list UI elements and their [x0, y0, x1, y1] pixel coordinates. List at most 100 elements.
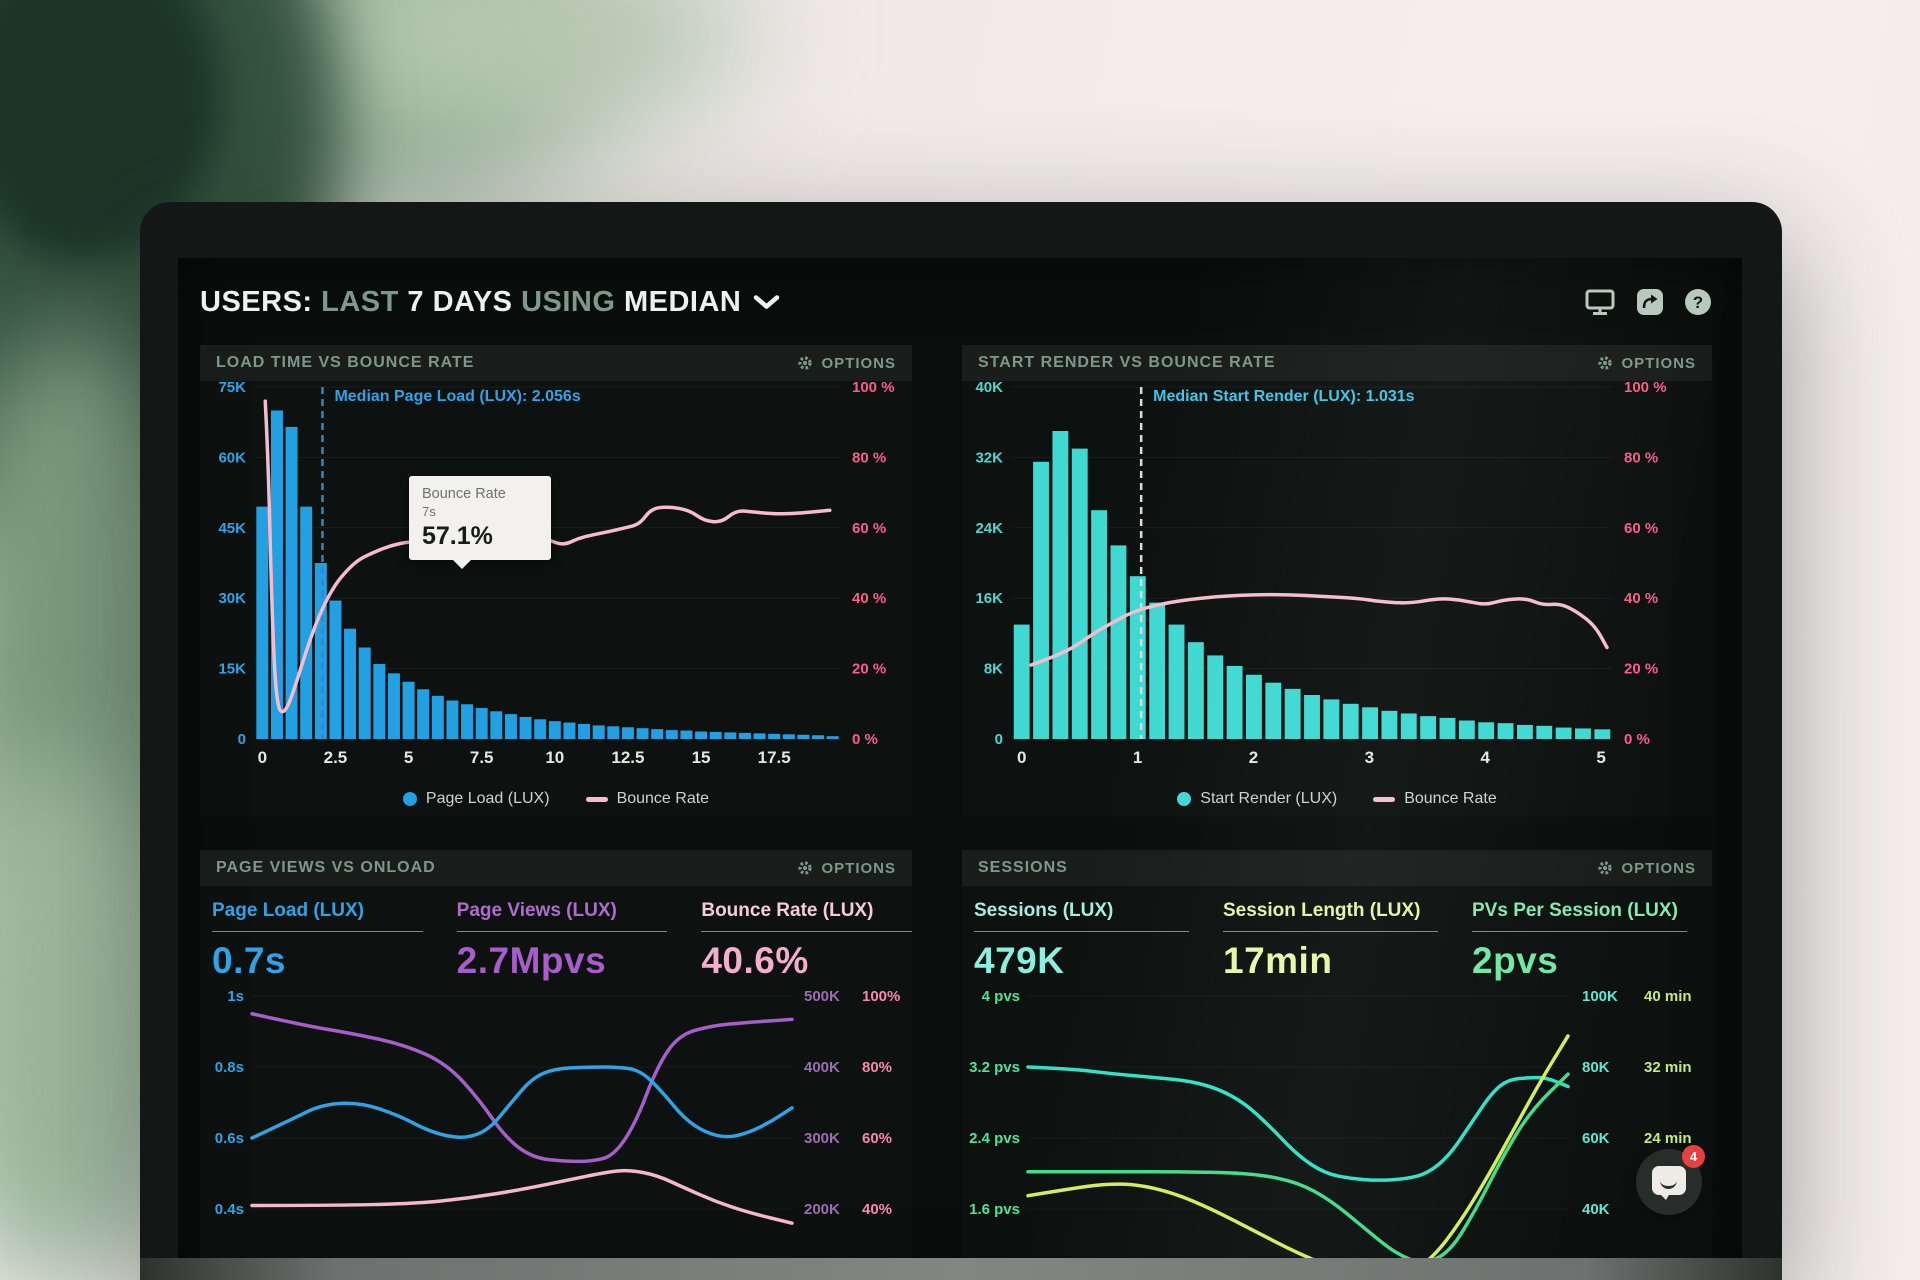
options-button[interactable]: OPTIONS — [797, 860, 896, 877]
laptop-base — [140, 1258, 1782, 1280]
legend-item[interactable]: Start Render (LUX) — [1177, 790, 1337, 808]
svg-text:1: 1 — [1133, 748, 1142, 767]
gridlines — [252, 995, 792, 1210]
svg-text:0: 0 — [238, 731, 246, 748]
svg-text:0 %: 0 % — [852, 731, 878, 748]
svg-text:20 %: 20 % — [1624, 661, 1658, 678]
metric: Session Length (LUX) 17min — [1223, 900, 1438, 982]
metric-value: 2.7Mpvs — [456, 940, 607, 981]
tooltip-x-value: 7s — [422, 504, 436, 519]
panel-load-time-vs-bounce-rate: LOAD TIME VS BOUNCE RATE OPTIONS Median … — [200, 345, 912, 817]
metric-divider — [1223, 931, 1438, 932]
bar-series — [1013, 431, 1611, 739]
legend-label: Start Render (LUX) — [1200, 790, 1338, 807]
options-button[interactable]: OPTIONS — [797, 355, 896, 372]
sessions-chart: 4 pvs 100K 40 min 3.2 pvs 80K 32 min 2.4 pvs 60… — [969, 988, 1692, 1280]
panel-header: START RENDER VS BOUNCE RATE OPTIONS — [962, 345, 1712, 381]
svg-text:40 %: 40 % — [852, 590, 886, 607]
median-line: Median Page Load (LUX): 2.056s — [321, 387, 581, 739]
options-button[interactable]: OPTIONS — [1597, 355, 1696, 372]
legend-label: Bounce Rate — [1404, 790, 1497, 807]
svg-text:2.5: 2.5 — [324, 748, 348, 767]
line-series — [1026, 1065, 1570, 1182]
metric-divider — [456, 931, 668, 932]
svg-text:60K: 60K — [218, 449, 246, 466]
title-segment: MEDIAN — [623, 285, 742, 318]
svg-text:Median Start Render (LUX): 1.0: Median Start Render (LUX): 1.031s — [1153, 388, 1415, 405]
legend-item[interactable]: Bounce Rate — [585, 790, 710, 808]
bounce-rate-line — [1029, 592, 1609, 667]
legend-label: Bounce Rate — [616, 790, 710, 807]
svg-text:100K: 100K — [1582, 988, 1618, 1005]
svg-text:5: 5 — [404, 748, 413, 767]
svg-text:0: 0 — [1017, 748, 1026, 767]
share-icon[interactable] — [1636, 288, 1664, 316]
title-segment: 7 DAYS — [407, 285, 522, 318]
tooltip-value: 57.1% — [422, 522, 493, 550]
users-range-dropdown[interactable]: USERS: LAST 7 DAYS USING MEDIAN — [200, 286, 780, 319]
panel-title: LOAD TIME VS BOUNCE RATE — [216, 354, 475, 371]
load-time-chart: Median Page Load (LUX): 2.056s 75K 60K 45K 3… — [218, 381, 894, 767]
axis-labels: 1s 500K 100% 0.8s 400K 80% 0.6s 300K 60% 0.4s 200K… — [215, 988, 901, 1218]
metric-value: 0.7s — [212, 940, 287, 981]
svg-text:4 pvs: 4 pvs — [982, 988, 1020, 1005]
bar-series — [256, 410, 839, 739]
svg-text:32K: 32K — [975, 449, 1003, 466]
svg-text:60%: 60% — [862, 1130, 892, 1147]
svg-text:40K: 40K — [975, 381, 1003, 396]
svg-text:60K: 60K — [1582, 1130, 1610, 1147]
svg-text:60 %: 60 % — [1624, 520, 1658, 537]
plant-leaf-blur — [40, 0, 600, 210]
page-views-chart: 1s 500K 100% 0.8s 400K 80% 0.6s 300K 60% 0.4s 200K… — [215, 988, 901, 1225]
tooltip-caret — [453, 560, 471, 569]
metric-label: PVs Per Session (LUX) — [1472, 900, 1678, 921]
legend-dash-swatch — [1373, 796, 1396, 802]
svg-text:?: ? — [1693, 293, 1703, 312]
help-icon[interactable]: ? — [1684, 288, 1712, 316]
svg-text:3: 3 — [1365, 748, 1374, 767]
svg-text:30K: 30K — [218, 590, 246, 607]
legend-dot-swatch — [1177, 792, 1192, 806]
svg-text:10: 10 — [545, 748, 564, 767]
metric: Page Load (LUX) 0.7s — [212, 900, 423, 982]
panel-header: PAGE VIEWS VS ONLOAD OPTIONS — [200, 850, 912, 886]
legend-item[interactable]: Bounce Rate — [1373, 790, 1497, 808]
svg-text:40 min: 40 min — [1644, 988, 1692, 1005]
panel-header: SESSIONS OPTIONS — [962, 850, 1712, 886]
chart-legend: Start Render (LUX) Bounce Rate — [962, 781, 1712, 817]
axis-labels: 75K 60K 45K 30K 15K 0 100 % 80 % 60 % 40 % 20 % 0 %… — [218, 381, 894, 767]
svg-text:45K: 45K — [218, 520, 246, 537]
svg-text:2: 2 — [1249, 748, 1258, 767]
panel-start-render-vs-bounce-rate: START RENDER VS BOUNCE RATE OPTIONS Medi… — [962, 345, 1712, 817]
metric-divider — [1472, 931, 1687, 932]
svg-text:40 %: 40 % — [1624, 590, 1658, 607]
svg-text:15K: 15K — [218, 661, 246, 678]
metric: Page Views (LUX) 2.7Mpvs — [456, 900, 668, 982]
axis-labels: 4 pvs 100K 40 min 3.2 pvs 80K 32 min 2.4 pvs 60… — [969, 988, 1691, 1218]
line-series — [1026, 1072, 1570, 1264]
panel-header: LOAD TIME VS BOUNCE RATE OPTIONS — [200, 345, 912, 381]
options-button[interactable]: OPTIONS — [1597, 860, 1696, 877]
chat-widget-button[interactable]: 4 — [1636, 1145, 1705, 1215]
gear-icon — [798, 356, 813, 370]
svg-text:0.8s: 0.8s — [215, 1059, 244, 1076]
svg-text:0.4s: 0.4s — [215, 1201, 244, 1218]
gear-icon — [1598, 861, 1613, 875]
metric-summary-row: Sessions (LUX) 479K Session Length (LUX) 17… — [962, 886, 1712, 982]
svg-text:100 %: 100 % — [1624, 381, 1667, 396]
median-line: Median Start Render (LUX): 1.031s — [1139, 387, 1415, 739]
svg-text:15: 15 — [692, 748, 711, 767]
display-icon[interactable] — [1584, 288, 1616, 316]
chat-unread-badge: 4 — [1682, 1145, 1705, 1168]
line-series — [250, 1168, 794, 1225]
legend-item[interactable]: Page Load (LUX) — [402, 790, 550, 808]
svg-text:400K: 400K — [804, 1059, 840, 1076]
panel-page-views-vs-onload: PAGE VIEWS VS ONLOAD OPTIONS Page Load (… — [200, 850, 913, 1280]
svg-text:24K: 24K — [975, 520, 1003, 537]
chart-legend: Page Load (LUX) Bounce Rate — [200, 781, 912, 817]
svg-text:100%: 100% — [862, 988, 900, 1005]
svg-text:7.5: 7.5 — [470, 748, 494, 767]
line-series — [250, 1065, 794, 1140]
metric-divider — [974, 931, 1189, 932]
